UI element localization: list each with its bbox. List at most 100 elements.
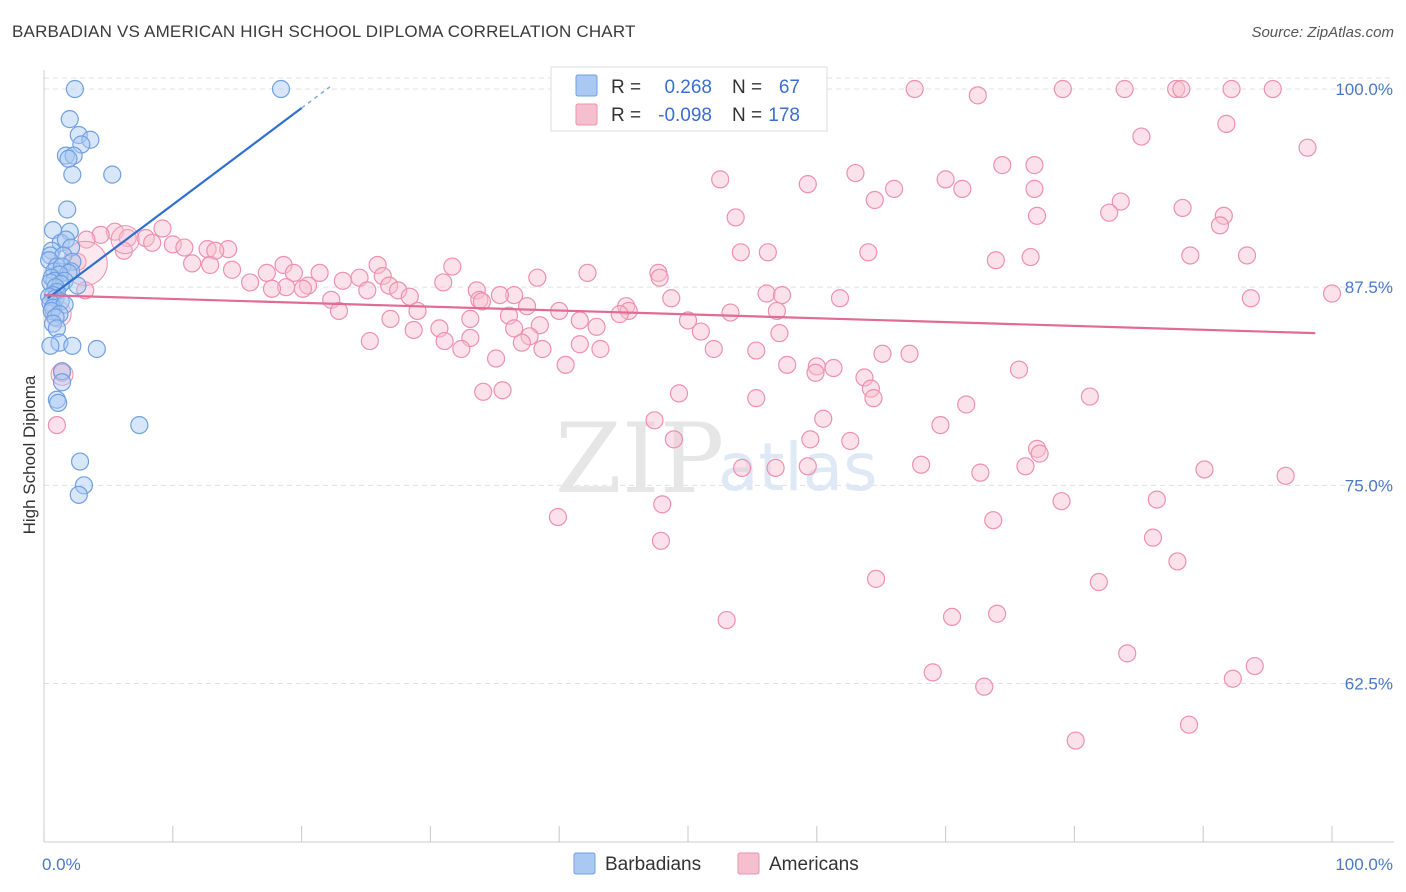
american-point [650, 268, 669, 287]
x-tick-label-0: 0.0% [42, 855, 81, 874]
legend-series: Barbadians Americans [573, 852, 859, 875]
barbadian-point [103, 165, 122, 184]
watermark: ZIP atlas [555, 403, 878, 515]
american-point [678, 311, 698, 330]
american-point [747, 341, 766, 360]
barbadian-point [70, 452, 90, 471]
chart-source: Source: ZipAtlas.com [1251, 24, 1394, 41]
barbadian-point [64, 146, 83, 165]
american-point [1143, 528, 1163, 547]
y-tick-labels: 100.0% 87.5% 75.0% 62.5% [1335, 80, 1393, 693]
legend-blue-swatch [575, 74, 598, 97]
american-point [993, 156, 1012, 175]
american-point [505, 286, 524, 305]
american-point [1217, 114, 1236, 133]
legend-pink-n-label: N = [732, 105, 762, 126]
american-point [512, 333, 531, 352]
american-point [841, 431, 860, 451]
american-point [669, 384, 689, 403]
american-point [452, 339, 471, 359]
chart-title: BARBADIAN VS AMERICAN HIGH SCHOOL DIPLOM… [12, 22, 636, 41]
american-point [912, 455, 931, 474]
american-point [1066, 731, 1085, 750]
american-point [380, 276, 399, 295]
american-point [984, 511, 1003, 530]
american-point [373, 266, 392, 286]
american-point [198, 240, 217, 259]
barbadian-point [56, 146, 75, 165]
american-point [91, 225, 110, 244]
american-point [770, 324, 789, 343]
american-point [975, 677, 994, 696]
american-point [610, 305, 629, 324]
american-point [732, 458, 752, 477]
american-trend-line [43, 294, 1316, 335]
american-point [931, 415, 950, 435]
american-point [1030, 444, 1049, 463]
american-point [240, 273, 260, 292]
american-point [262, 279, 282, 298]
american-point [333, 271, 352, 290]
y-tick-label-0: 100.0% [1335, 80, 1393, 99]
american-point [1115, 79, 1134, 99]
american-point [801, 430, 820, 449]
axes [43, 70, 1394, 843]
american-point [1173, 198, 1192, 218]
american-point [711, 170, 730, 189]
american-point [434, 273, 453, 292]
american-point [866, 569, 886, 588]
watermark-zip: ZIP [555, 403, 724, 515]
american-point [1027, 439, 1047, 458]
american-point [653, 495, 672, 514]
american-point [873, 344, 892, 363]
american-point [905, 79, 924, 99]
american-point [1168, 552, 1187, 571]
american-point [578, 263, 597, 283]
american-point [77, 230, 96, 249]
american-point [1276, 466, 1295, 485]
legend-barbadians-swatch [573, 852, 596, 875]
american-point [1223, 669, 1242, 688]
american-point [533, 339, 552, 359]
legend-pink-r-value: -0.098 [658, 105, 712, 126]
barbadian-point [87, 339, 106, 359]
american-point [461, 309, 480, 328]
american-point [957, 395, 976, 414]
american-point [1263, 79, 1282, 99]
american-point [806, 363, 825, 382]
y-tick-label-2: 75.0% [1345, 476, 1393, 495]
american-point [1016, 457, 1035, 476]
american-point [1053, 79, 1072, 99]
american-point [645, 411, 664, 430]
legend-blue-n-value: 67 [779, 77, 800, 98]
american-point [570, 335, 589, 354]
legend-pink-swatch [575, 103, 598, 126]
american-point [758, 243, 777, 262]
american-point [731, 243, 750, 262]
american-point [201, 255, 220, 275]
american-point [830, 289, 850, 308]
american-point [1167, 79, 1186, 99]
american-point [651, 531, 671, 550]
american-point [936, 170, 955, 189]
american-point [1089, 572, 1108, 592]
american-point [490, 286, 510, 305]
american-point [183, 254, 202, 273]
american-point [591, 339, 610, 359]
american-point [360, 331, 379, 351]
x-tick-labels: 0.0% 100.0% [42, 855, 1393, 874]
american-point [923, 663, 942, 682]
american-point [778, 355, 797, 374]
american-point [175, 238, 194, 257]
legend-pink-n-value: 178 [768, 105, 800, 126]
american-point [587, 317, 606, 336]
american-point [389, 281, 408, 300]
american-point [368, 255, 387, 275]
barbadian-point [65, 79, 85, 99]
american-point [1222, 79, 1241, 99]
american-point [1132, 127, 1151, 146]
american-point [824, 358, 843, 378]
american-point [493, 381, 512, 400]
american-point [859, 243, 878, 262]
